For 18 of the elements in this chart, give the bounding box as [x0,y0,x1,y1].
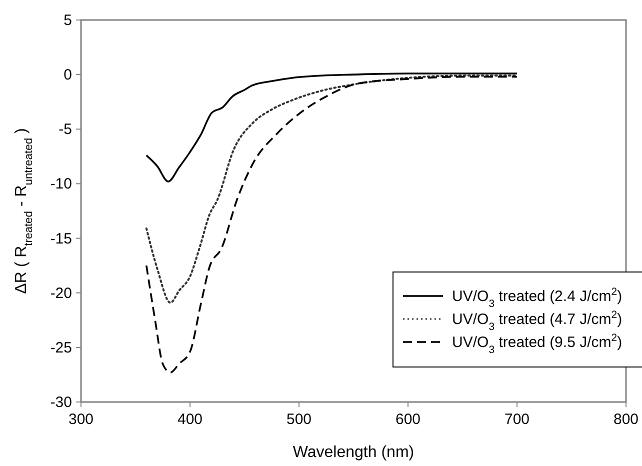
y-tick-label: -10 [50,176,72,193]
y-tick-label: -5 [58,121,72,138]
y-tick-label: -30 [50,394,72,411]
legend-label: UV/O$_{3}$ treated (9.5 J/cm$^{2}$) [452,332,622,356]
y-tick-label: 5 [64,12,72,29]
legend-label: UV/O$_{3}$ treated (2.4 J/cm$^{2}$) [452,286,622,310]
x-axis-title: Wavelength (nm) [292,444,414,461]
y-tick-label: -20 [50,284,72,302]
y-tick-label: -25 [50,339,72,356]
y-tick-label: -15 [50,230,72,248]
x-tick-label: 800 [613,411,639,428]
x-tick-label: 500 [286,411,312,428]
x-tick-label: 700 [504,411,530,428]
x-tick-label: 300 [68,411,94,428]
x-tick-label: 600 [395,411,421,428]
legend-label: UV/O$_{3}$ treated (4.7 J/cm$^{2}$) [452,309,622,333]
y-tick-label: 0 [64,66,72,84]
x-tick-label: 400 [177,411,203,428]
